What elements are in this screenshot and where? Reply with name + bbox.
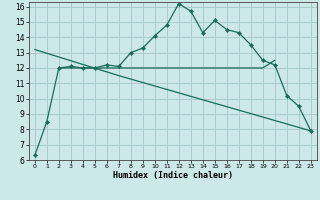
X-axis label: Humidex (Indice chaleur): Humidex (Indice chaleur) [113,171,233,180]
